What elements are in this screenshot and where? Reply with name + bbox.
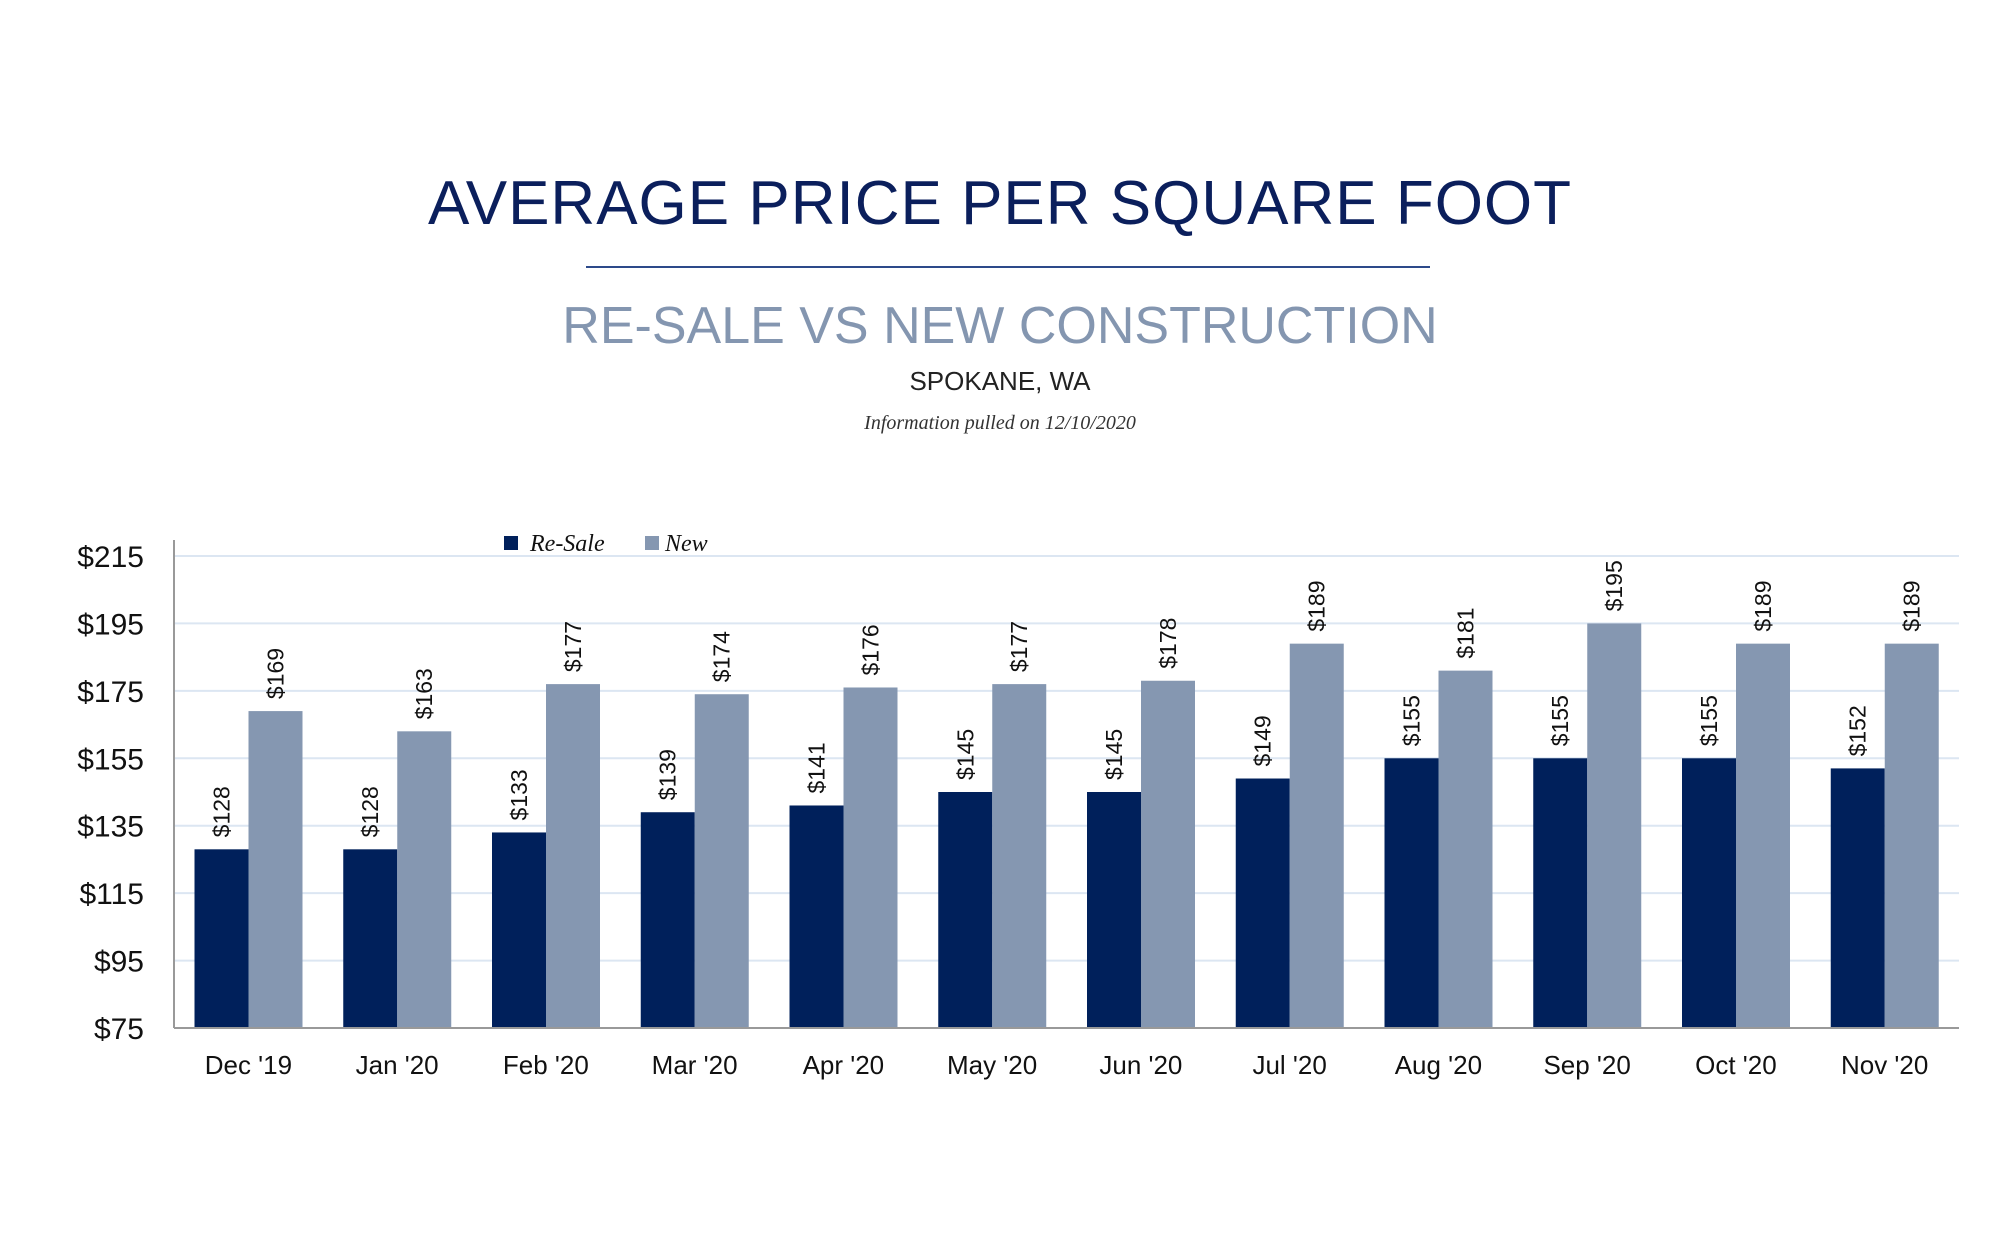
x-tick-label: May '20	[947, 1050, 1037, 1080]
bar-new	[1289, 643, 1344, 1028]
y-tick-label: $155	[77, 743, 144, 776]
data-label: $133	[506, 769, 532, 820]
x-tick-label: Feb '20	[503, 1050, 589, 1080]
y-tick-label: $135	[77, 811, 144, 844]
x-tick-label: Jul '20	[1252, 1050, 1326, 1080]
bar-resale	[1682, 758, 1736, 1028]
legend-label-new: New	[664, 531, 708, 557]
data-label: $176	[858, 624, 884, 675]
bar-resale	[492, 832, 546, 1028]
bar-new	[843, 687, 898, 1028]
bar-resale	[343, 849, 398, 1028]
x-tick-label: Apr '20	[803, 1050, 885, 1080]
x-tick-label: Aug '20	[1395, 1050, 1482, 1080]
data-label: $163	[411, 668, 437, 719]
data-label: $145	[1101, 729, 1127, 780]
bar-new	[1884, 643, 1939, 1028]
y-tick-label: $95	[94, 946, 144, 979]
data-label: $139	[655, 749, 681, 800]
bar-resale	[1384, 758, 1439, 1028]
data-label: $189	[1750, 580, 1776, 631]
bar-resale	[789, 805, 844, 1028]
data-label: $174	[709, 631, 735, 682]
x-tick-label: Dec '19	[205, 1050, 292, 1080]
bar-new	[992, 684, 1047, 1028]
bar-new	[694, 694, 749, 1028]
data-label: $128	[357, 786, 383, 837]
bar-resale	[1235, 778, 1290, 1028]
data-label: $155	[1547, 695, 1573, 746]
x-tick-label: Jan '20	[356, 1050, 439, 1080]
data-label: $178	[1155, 618, 1181, 669]
data-label: $169	[263, 648, 289, 699]
data-label: $195	[1601, 560, 1627, 611]
bar-resale	[1087, 792, 1141, 1028]
x-tick-label: Sep '20	[1543, 1050, 1630, 1080]
bar-new	[248, 711, 303, 1028]
data-label: $141	[804, 742, 830, 793]
data-label: $177	[560, 621, 586, 672]
data-label: $152	[1845, 705, 1871, 756]
data-label: $149	[1250, 715, 1276, 766]
x-tick-label: Mar '20	[652, 1050, 738, 1080]
bar-resale	[194, 849, 249, 1028]
data-label: $177	[1006, 621, 1032, 672]
bar-new	[397, 731, 452, 1028]
y-tick-label: $75	[94, 1013, 144, 1046]
location-label: SPOKANE, WA	[909, 366, 1091, 396]
bar-resale	[938, 792, 993, 1028]
data-label: $189	[1899, 580, 1925, 631]
bar-resale	[640, 812, 695, 1028]
x-tick-label: Jun '20	[1099, 1050, 1182, 1080]
chart-title: AVERAGE PRICE PER SQUARE FOOT	[427, 169, 1573, 238]
bar-new	[1438, 670, 1493, 1028]
x-tick-label: Oct '20	[1695, 1050, 1777, 1080]
data-label: $155	[1399, 695, 1425, 746]
chart-subtitle: RE-SALE VS NEW CONSTRUCTION	[562, 297, 1438, 355]
bar-new	[1736, 643, 1790, 1028]
bar-new	[1141, 680, 1195, 1028]
title-divider	[586, 266, 1430, 268]
y-tick-label: $115	[79, 878, 144, 911]
data-label: $155	[1696, 695, 1722, 746]
legend-swatch-resale	[504, 536, 518, 550]
legend-label-resale: Re-Sale	[529, 531, 605, 557]
data-label: $181	[1453, 607, 1479, 658]
legend-swatch-new	[645, 536, 659, 550]
y-tick-label: $195	[77, 608, 144, 641]
bar-new	[546, 684, 600, 1028]
y-tick-label: $175	[77, 676, 144, 709]
bar-resale	[1533, 758, 1588, 1028]
bar-resale	[1830, 768, 1885, 1028]
bar-new	[1587, 623, 1642, 1028]
x-tick-label: Nov '20	[1841, 1050, 1928, 1080]
data-label: $128	[209, 786, 235, 837]
data-label: $189	[1304, 580, 1330, 631]
y-tick-label: $215	[77, 541, 144, 574]
data-label: $145	[952, 729, 978, 780]
info-note: Information pulled on 12/10/2020	[864, 412, 1136, 434]
